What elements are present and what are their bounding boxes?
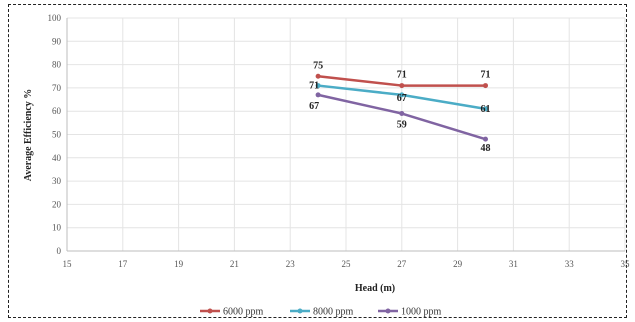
x-tick-label: 21 <box>230 259 239 269</box>
data-label: 75 <box>313 60 323 71</box>
y-tick-label: 90 <box>52 36 62 46</box>
data-labels: 75 71 71 71 67 61 67 59 48 <box>309 60 490 154</box>
series-point <box>399 92 405 98</box>
data-label: 71 <box>397 70 407 81</box>
series-point <box>399 83 405 89</box>
y-tick-label: 100 <box>48 13 62 23</box>
x-tick-label: 25 <box>342 259 352 269</box>
series-point <box>315 73 321 79</box>
data-label: 71 <box>481 70 491 81</box>
x-tick-label: 29 <box>453 259 463 269</box>
series-group <box>315 73 488 142</box>
data-label: 71 <box>309 81 319 92</box>
series-point <box>483 83 488 89</box>
y-tick-label: 80 <box>52 60 62 70</box>
x-axis-title: Head (m) <box>355 283 395 294</box>
x-tick-label: 19 <box>174 259 184 269</box>
data-label: 61 <box>481 104 491 115</box>
series-point <box>483 136 488 142</box>
legend-marker <box>207 308 213 314</box>
x-tick-label: 27 <box>397 259 407 269</box>
series-point <box>399 111 405 117</box>
x-tick-label: 15 <box>63 259 73 269</box>
gridlines <box>67 17 626 251</box>
legend-label: 6000 ppm <box>223 307 264 318</box>
chart-frame <box>8 4 627 318</box>
series-point <box>483 106 488 112</box>
legend-label: 8000 ppm <box>313 307 354 318</box>
series-point <box>315 92 321 98</box>
legend-marker <box>297 308 303 314</box>
x-tick-label: 33 <box>565 259 575 269</box>
y-tick-label: 30 <box>52 176 62 186</box>
series-point <box>315 83 321 89</box>
y-tick-label: 10 <box>52 223 62 233</box>
y-axis-title: Average Efficiency % <box>23 89 34 182</box>
data-label: 48 <box>481 143 491 154</box>
data-label: 67 <box>309 101 319 112</box>
y-tick-label: 60 <box>52 106 62 116</box>
y-tick-label: 0 <box>57 246 62 256</box>
x-tick-label: 35 <box>621 259 631 269</box>
x-tick-label: 17 <box>118 259 128 269</box>
legend: 6000 ppm 8000 ppm 1000 ppm <box>200 307 442 318</box>
legend-label: 1000 ppm <box>401 307 442 318</box>
x-tick-label: 31 <box>509 259 518 269</box>
y-tick-label: 40 <box>52 153 62 163</box>
y-tick-label: 70 <box>52 83 62 93</box>
data-label: 67 <box>397 93 407 104</box>
y-tick-label: 50 <box>52 130 62 140</box>
legend-marker <box>385 308 391 314</box>
y-tick-label: 20 <box>52 199 62 209</box>
data-label: 59 <box>397 120 407 131</box>
axes: 0 10 20 30 40 50 60 70 80 90 100 15 17 19 21 23 25 27 29 31… <box>48 13 631 269</box>
x-tick-label: 23 <box>286 259 296 269</box>
